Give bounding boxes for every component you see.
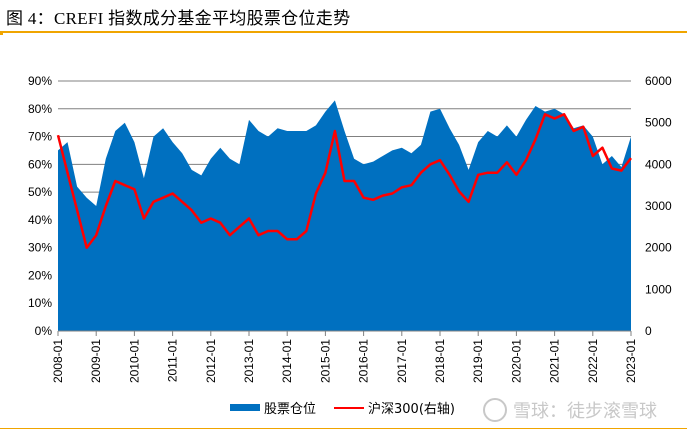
y-right-tick-label: 2000: [645, 241, 672, 255]
y-left-tick-label: 70%: [28, 130, 52, 144]
title-divider-corner: [0, 33, 3, 35]
title-divider: [0, 31, 687, 33]
csi300-line: [56, 113, 632, 249]
legend: 股票仓位 沪深300(右轴): [230, 398, 455, 417]
watermark: 雪球：徒步滚雪球: [483, 397, 657, 423]
x-tick-label: 2021-01: [548, 339, 562, 383]
legend-swatch-position: [230, 404, 260, 411]
y-right-tick-label: 5000: [645, 116, 672, 130]
x-tick-label: 2022-01: [586, 339, 600, 383]
y-right-tick-label: 6000: [645, 74, 672, 88]
x-tick-label: 2018-01: [433, 339, 447, 383]
y-right-tick-label: 1000: [645, 282, 672, 296]
legend-label-csi300: 沪深300(右轴): [368, 402, 455, 417]
y-left-tick-label: 90%: [28, 74, 52, 88]
x-tick-label: 2015-01: [318, 339, 332, 383]
chart-title: 图 4：CREFI 指数成分基金平均股票仓位走势: [6, 9, 351, 28]
y-left-tick-label: 10%: [28, 296, 52, 310]
x-tick-label: 2012-01: [204, 339, 218, 383]
y-left-tick-label: 60%: [28, 157, 52, 171]
legend-swatch-csi300: [334, 406, 365, 409]
snowball-logo-icon: [483, 398, 507, 422]
y-left-tick-label: 0%: [35, 324, 53, 338]
y-left-tick-label: 50%: [28, 185, 52, 199]
y-right-tick-label: 4000: [645, 157, 672, 171]
x-tick-label: 2009-01: [89, 339, 103, 383]
y-left-tick-label: 20%: [28, 268, 52, 282]
stock-position-area: [58, 100, 631, 332]
x-tick-label: 2016-01: [357, 339, 371, 383]
y-right-tick-label: 0: [645, 324, 652, 338]
watermark-text: 雪球：徒步滚雪球: [513, 401, 657, 422]
x-tick-label: 2008-01: [51, 339, 65, 383]
y-left-tick-label: 80%: [28, 102, 52, 116]
legend-label-position: 股票仓位: [264, 402, 317, 417]
x-tick-label: 2020-01: [509, 339, 523, 383]
x-tick-label: 2019-01: [471, 339, 485, 383]
x-tick-label: 2014-01: [280, 339, 294, 383]
x-tick-label: 2023-01: [624, 339, 638, 383]
bottom-divider: [0, 428, 687, 429]
x-tick-label: 2017-01: [395, 339, 409, 383]
x-tick-label: 2011-01: [166, 339, 180, 382]
y-right-tick-label: 3000: [645, 199, 672, 213]
y-left-tick-label: 40%: [28, 213, 52, 227]
y-left-tick-label: 30%: [28, 241, 52, 255]
x-tick-label: 2013-01: [242, 339, 256, 383]
x-tick-label: 2010-01: [127, 339, 141, 383]
